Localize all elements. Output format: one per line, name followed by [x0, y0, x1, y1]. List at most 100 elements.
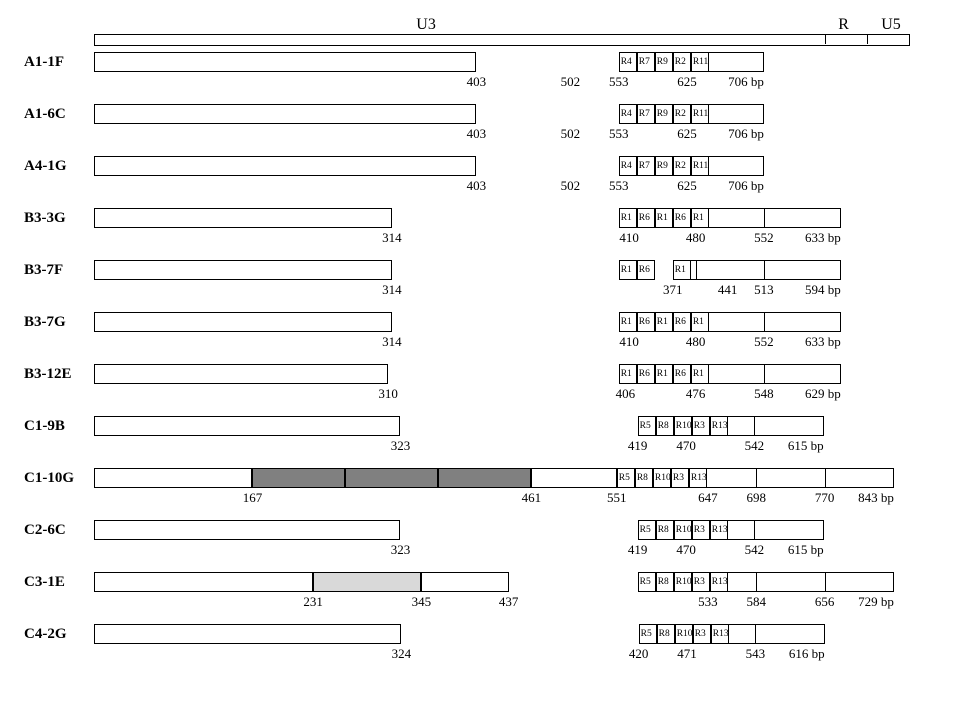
- position-number: 625: [677, 126, 697, 142]
- position-number: 410: [619, 334, 639, 350]
- repeat-cell: R5: [617, 468, 635, 488]
- repeat-cell: R10: [674, 416, 692, 436]
- repeat-cell: R1: [619, 208, 637, 228]
- row-B3-7G: B3-7GR1R6R1R6R1314410480552633 bp: [30, 312, 910, 354]
- header-tick: [867, 34, 868, 44]
- row-B3-12E: B3-12ER1R6R1R6R1310406476548629 bp: [30, 364, 910, 406]
- repeat-cell: R1: [655, 208, 673, 228]
- position-number: 441: [718, 282, 738, 298]
- position-number: 406: [616, 386, 636, 402]
- repeat-cell: R6: [637, 312, 655, 332]
- repeat-cell: R2: [673, 156, 691, 176]
- tail-tick: [686, 416, 687, 436]
- repeat-cell: R1: [655, 312, 673, 332]
- position-number: 625: [677, 74, 697, 90]
- position-number: 542: [745, 438, 765, 454]
- repeat-cell: R5: [638, 572, 656, 592]
- row-label: A1-1F: [24, 54, 64, 71]
- repeat-cell: R5: [638, 520, 656, 540]
- position-number: 323: [391, 542, 411, 558]
- header-label: U3: [416, 16, 436, 34]
- tail-tick: [764, 312, 765, 332]
- segment: [94, 52, 476, 72]
- track: R4R7R9R2R11403502553625706 bp: [94, 52, 910, 74]
- repeat-cell: R8: [656, 416, 674, 436]
- position-number: 480: [686, 334, 706, 350]
- position-number: 543: [746, 646, 766, 662]
- repeat-cell: R8: [635, 468, 653, 488]
- segment: [313, 572, 421, 592]
- repeat-cell: R4: [619, 156, 637, 176]
- position-number: 552: [754, 334, 774, 350]
- position-number: 533: [698, 594, 718, 610]
- repeat-cell: R9: [655, 104, 673, 124]
- repeat-cell: R13: [710, 416, 728, 436]
- repeat-cell: R11: [691, 52, 709, 72]
- position-number: 843 bp: [858, 490, 894, 506]
- repeat-cell: R1: [619, 364, 637, 384]
- repeat-cell: R11: [691, 104, 709, 124]
- repeat-cell: R6: [637, 260, 655, 280]
- position-number: 706 bp: [728, 178, 764, 194]
- repeat-cell: R13: [711, 624, 729, 644]
- position-number: 615 bp: [788, 542, 824, 558]
- position-number: 706 bp: [728, 74, 764, 90]
- position-number: 470: [676, 542, 696, 558]
- row-label: B3-7G: [24, 314, 66, 331]
- position-number: 698: [747, 490, 767, 506]
- position-number: 403: [467, 126, 487, 142]
- repeat-cell: R1: [619, 312, 637, 332]
- repeat-cell: R2: [673, 52, 691, 72]
- segment: [94, 312, 392, 332]
- repeat-cell: R6: [637, 208, 655, 228]
- track: R5R8R10R3R13167461551647698770843 bp: [94, 468, 910, 490]
- segment: [619, 208, 841, 228]
- position-number: 647: [698, 490, 718, 506]
- position-number: 461: [522, 490, 542, 506]
- position-number: 345: [412, 594, 432, 610]
- segment: [94, 572, 313, 592]
- row-C3-1E: C3-1ER5R8R10R3R13231345437533584656729 b…: [30, 572, 910, 614]
- repeat-cell: R7: [637, 104, 655, 124]
- repeat-cell: R13: [689, 468, 707, 488]
- tail-tick: [687, 156, 688, 176]
- repeat-cell: R10: [674, 520, 692, 540]
- repeat-cell: R3: [671, 468, 689, 488]
- segment: [94, 468, 252, 488]
- position-number: 502: [561, 178, 581, 194]
- tail-tick: [686, 520, 687, 540]
- segment: [94, 416, 400, 436]
- row-label: B3-3G: [24, 210, 66, 227]
- tail-tick: [755, 624, 756, 644]
- repeat-cell: R10: [674, 572, 692, 592]
- position-number: 419: [628, 542, 648, 558]
- repeat-cell: R6: [637, 364, 655, 384]
- track: R5R8R10R3R13323419470542615 bp: [94, 416, 910, 438]
- row-label: C2-6C: [24, 522, 66, 539]
- segment: [345, 468, 438, 488]
- repeat-cell: R3: [692, 572, 710, 592]
- position-number: 633 bp: [805, 230, 841, 246]
- segment: [638, 572, 894, 592]
- position-number: 310: [378, 386, 398, 402]
- position-number: 552: [754, 230, 774, 246]
- position-number: 633 bp: [805, 334, 841, 350]
- row-C1-10G: C1-10GR5R8R10R3R13167461551647698770843 …: [30, 468, 910, 510]
- position-number: 502: [561, 126, 581, 142]
- repeat-cell: R9: [655, 156, 673, 176]
- position-number: 371: [663, 282, 683, 298]
- tail-tick: [696, 208, 697, 228]
- row-label: C1-10G: [24, 470, 74, 487]
- segment: [94, 104, 476, 124]
- tail-tick: [825, 572, 826, 592]
- position-number: 629 bp: [805, 386, 841, 402]
- row-A4-1G: A4-1GR4R7R9R2R11403502553625706 bp: [30, 156, 910, 198]
- segment: [673, 260, 841, 280]
- segment: [531, 468, 616, 488]
- track: R5R8R10R3R13323419470542615 bp: [94, 520, 910, 542]
- row-label: C3-1E: [24, 574, 65, 591]
- segment: [94, 260, 392, 280]
- tail-tick: [756, 572, 757, 592]
- position-number: 231: [303, 594, 323, 610]
- header-label: U5: [881, 16, 901, 34]
